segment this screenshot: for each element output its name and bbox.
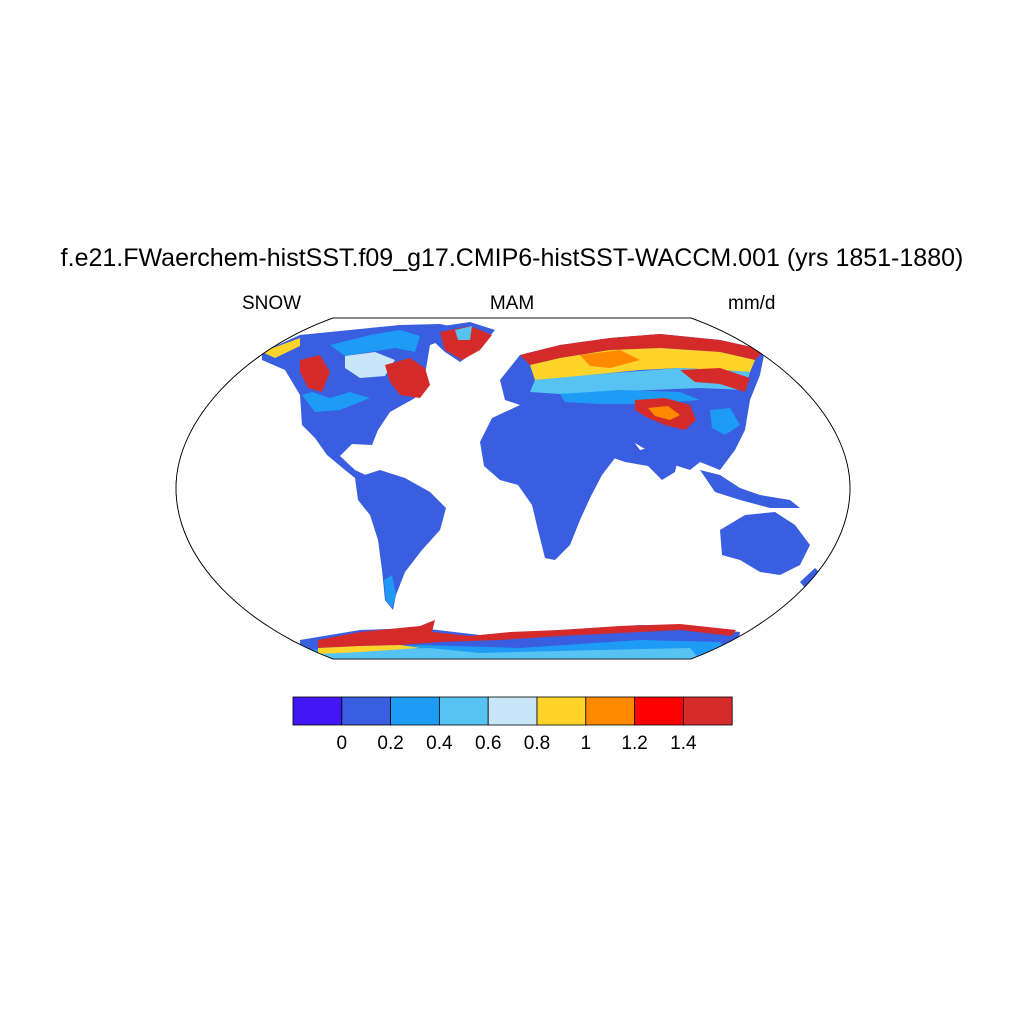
- colorbar-swatch: [438, 696, 489, 726]
- colorbar-tick-label: 0.2: [377, 733, 404, 754]
- plot-title: f.e21.FWaerchem-histSST.f09_g17.CMIP6-hi…: [60, 244, 964, 272]
- colorbar-swatch: [390, 696, 440, 726]
- southeast-asia: [700, 470, 800, 508]
- colorbar-swatch: [487, 696, 538, 726]
- colorbar-tick-label: 0.6: [474, 733, 502, 754]
- colorbar-tick-label: 0.8: [523, 733, 551, 754]
- map-outline: [175, 317, 851, 660]
- colorbar: [292, 696, 733, 726]
- arabia-india: [590, 425, 680, 480]
- season-label: MAM: [489, 293, 535, 314]
- colorbar-swatch: [683, 696, 733, 726]
- australia: [720, 512, 810, 575]
- variable-label: SNOW: [242, 293, 302, 314]
- colorbar-tick-label: 1.4: [670, 733, 697, 754]
- land-fields: [262, 322, 822, 659]
- colorbar-swatch: [536, 696, 587, 726]
- south-america: [355, 470, 446, 610]
- colorbar-swatch: [292, 696, 343, 726]
- colorbar-tick-label: 1.2: [621, 733, 648, 754]
- colorbar-tick-label: 0: [336, 733, 348, 754]
- colorbar-swatch: [585, 696, 635, 726]
- africa: [480, 405, 615, 560]
- colorbar-swatch: [634, 696, 684, 726]
- colorbar-swatch: [341, 696, 391, 726]
- units-label: mm/d: [728, 293, 776, 314]
- colorbar-tick-label: 1: [580, 733, 592, 754]
- colorbar-tick-label: 0.4: [426, 733, 453, 754]
